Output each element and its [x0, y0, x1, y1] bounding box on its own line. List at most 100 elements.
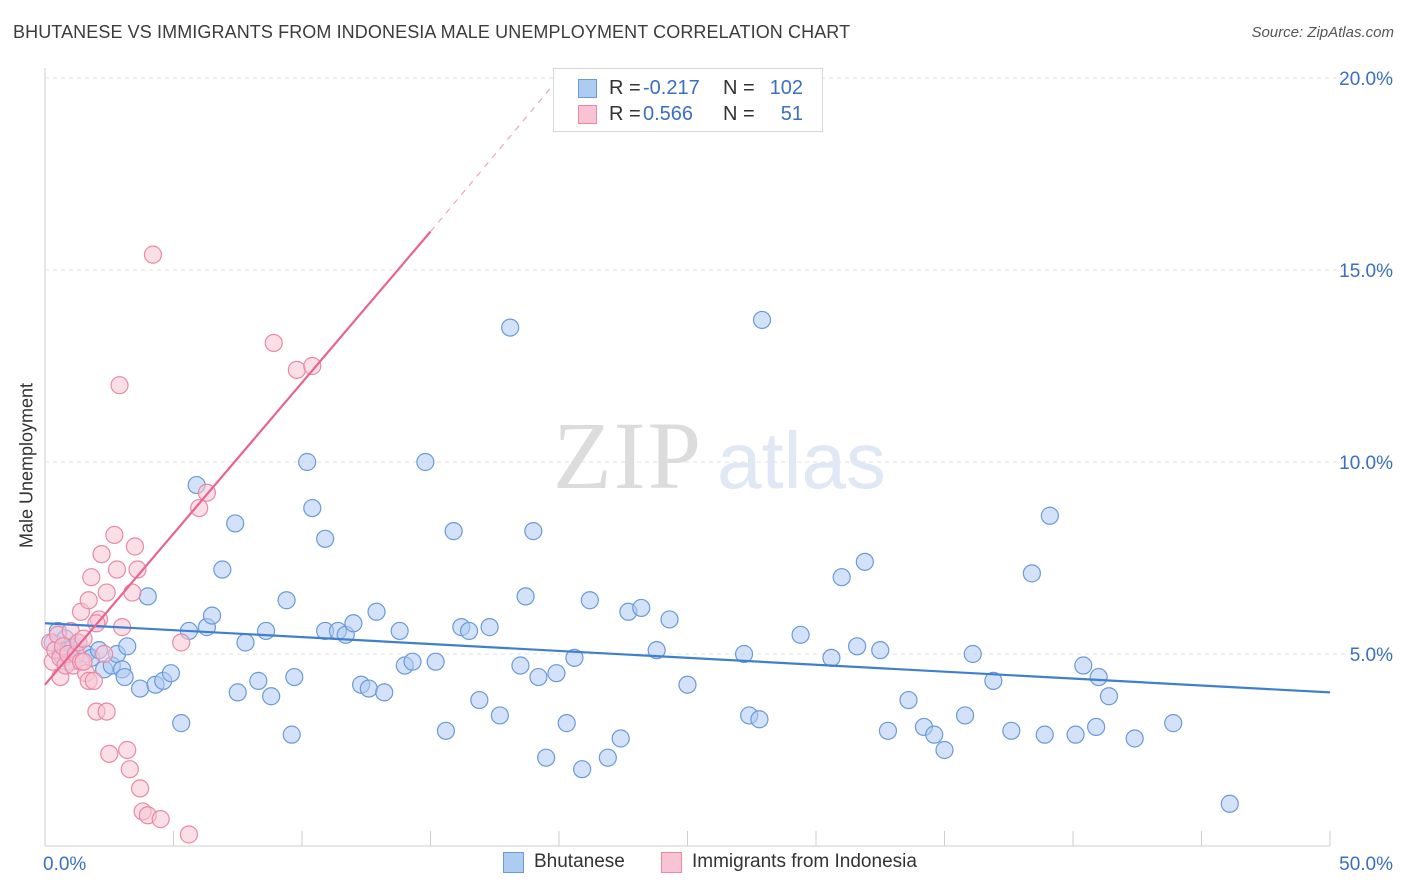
data-point-indonesia	[92, 545, 111, 564]
source-label: Source: ZipAtlas.com	[1251, 24, 1394, 41]
data-point-bhutanese	[459, 621, 479, 641]
data-point-bhutanese	[557, 714, 576, 733]
data-point-bhutanese	[375, 683, 394, 702]
data-point-bhutanese	[791, 625, 810, 644]
data-point-indonesia	[97, 583, 116, 602]
watermark-atlas: atlas	[717, 416, 886, 505]
legend-label: Bhutanese	[534, 851, 625, 872]
data-point-bhutanese	[118, 637, 137, 656]
data-point-indonesia	[118, 740, 137, 760]
data-point-bhutanese	[161, 664, 181, 683]
data-point-bhutanese	[249, 671, 268, 690]
data-point-bhutanese	[1066, 725, 1085, 744]
data-point-bhutanese	[236, 633, 255, 652]
data-point-indonesia	[105, 525, 124, 545]
data-point-bhutanese	[1087, 717, 1106, 737]
legend-swatch-pink	[578, 104, 597, 124]
data-point-bhutanese	[734, 644, 754, 664]
data-point-bhutanese	[955, 706, 975, 725]
data-point-bhutanese	[470, 690, 489, 710]
data-point-bhutanese	[537, 748, 556, 767]
y-tick-label: 5.0%	[1350, 645, 1393, 666]
legend-item-bhutanese[interactable]: Bhutanese	[503, 851, 625, 873]
y-tick-label: 10.0%	[1339, 453, 1393, 474]
data-point-bhutanese	[984, 671, 1003, 690]
data-point-bhutanese	[367, 602, 386, 621]
data-point-bhutanese	[963, 644, 982, 664]
data-point-bhutanese	[632, 598, 651, 618]
data-point-indonesia	[128, 560, 147, 579]
tick-labels: 5.0% 10.0% 15.0% 20.0% 0.0% 50.0%	[43, 69, 1393, 875]
data-point-bhutanese	[573, 760, 592, 779]
data-point-bhutanese	[262, 687, 281, 706]
data-point-bhutanese	[524, 522, 543, 541]
data-point-bhutanese	[678, 675, 697, 694]
data-point-indonesia	[264, 333, 283, 353]
legend-r-value: 0.566	[643, 102, 694, 125]
data-point-indonesia	[303, 356, 322, 376]
legend-swatch-blue	[578, 78, 597, 98]
data-point-bhutanese	[344, 614, 363, 633]
data-point-indonesia	[95, 644, 114, 664]
data-point-bhutanese	[1035, 725, 1054, 744]
data-point-bhutanese	[611, 729, 630, 748]
data-point-bhutanese	[832, 568, 851, 587]
legend-n-label: N =	[723, 102, 755, 125]
data-point-indonesia	[82, 568, 101, 587]
trend-lines	[44, 77, 1331, 694]
data-point-bhutanese	[228, 683, 247, 702]
data-point-bhutanese	[359, 679, 378, 698]
data-point-bhutanese	[172, 714, 191, 733]
data-point-bhutanese	[547, 664, 566, 683]
data-point-indonesia	[84, 671, 103, 690]
data-point-bhutanese	[1164, 714, 1183, 733]
data-point-bhutanese	[138, 587, 157, 606]
data-point-bhutanese	[511, 656, 530, 675]
axes	[44, 68, 1331, 847]
data-point-bhutanese	[1089, 667, 1108, 687]
data-point-indonesia	[151, 810, 170, 829]
legend-swatch-pink	[661, 851, 682, 873]
data-point-bhutanese	[426, 652, 445, 671]
data-point-indonesia	[172, 633, 191, 652]
data-point-bhutanese	[899, 690, 918, 710]
data-point-bhutanese	[303, 498, 322, 518]
data-point-bhutanese	[285, 667, 304, 687]
data-point-bhutanese	[1040, 506, 1059, 525]
legend-item-indonesia[interactable]: Immigrants from Indonesia	[661, 851, 917, 873]
data-point-bhutanese	[256, 621, 276, 641]
data-point-bhutanese	[436, 721, 456, 740]
legend-n-label: N =	[723, 76, 755, 99]
data-point-bhutanese	[565, 648, 584, 667]
data-point-bhutanese	[226, 514, 245, 533]
data-point-bhutanese	[277, 591, 296, 610]
watermark: ZIP atlas	[553, 402, 886, 509]
data-point-bhutanese	[501, 318, 520, 337]
correlation-legend: R = -0.217 N = 102 R = 0.566 N = 51	[553, 68, 823, 132]
data-point-bhutanese	[213, 560, 232, 579]
data-point-indonesia	[287, 360, 306, 379]
watermark-zip: ZIP	[553, 402, 703, 509]
data-point-bhutanese	[516, 587, 535, 606]
grid-lines	[45, 77, 1394, 655]
data-point-bhutanese	[316, 529, 335, 548]
legend-row-bhutanese: R = -0.217 N = 102	[578, 77, 803, 99]
data-point-bhutanese	[855, 552, 874, 571]
data-point-indonesia	[190, 498, 209, 518]
data-point-bhutanese	[490, 706, 509, 725]
chart-title: BHUTANESE VS IMMIGRANTS FROM INDONESIA M…	[13, 22, 851, 42]
data-point-bhutanese	[529, 667, 548, 687]
data-point-bhutanese	[848, 637, 867, 656]
trend-line-indonesia-extension	[430, 77, 560, 232]
series-indonesia	[41, 245, 322, 844]
data-point-bhutanese	[878, 721, 898, 740]
data-point-bhutanese	[202, 606, 222, 625]
legend-swatch-blue	[503, 851, 524, 873]
data-point-indonesia	[100, 744, 119, 763]
trend-line-indonesia	[44, 230, 432, 686]
x-tick-label: 50.0%	[1339, 854, 1393, 875]
data-point-indonesia	[107, 560, 127, 579]
data-point-bhutanese	[871, 641, 890, 660]
data-point-bhutanese	[935, 740, 954, 760]
data-point-indonesia	[97, 702, 116, 721]
